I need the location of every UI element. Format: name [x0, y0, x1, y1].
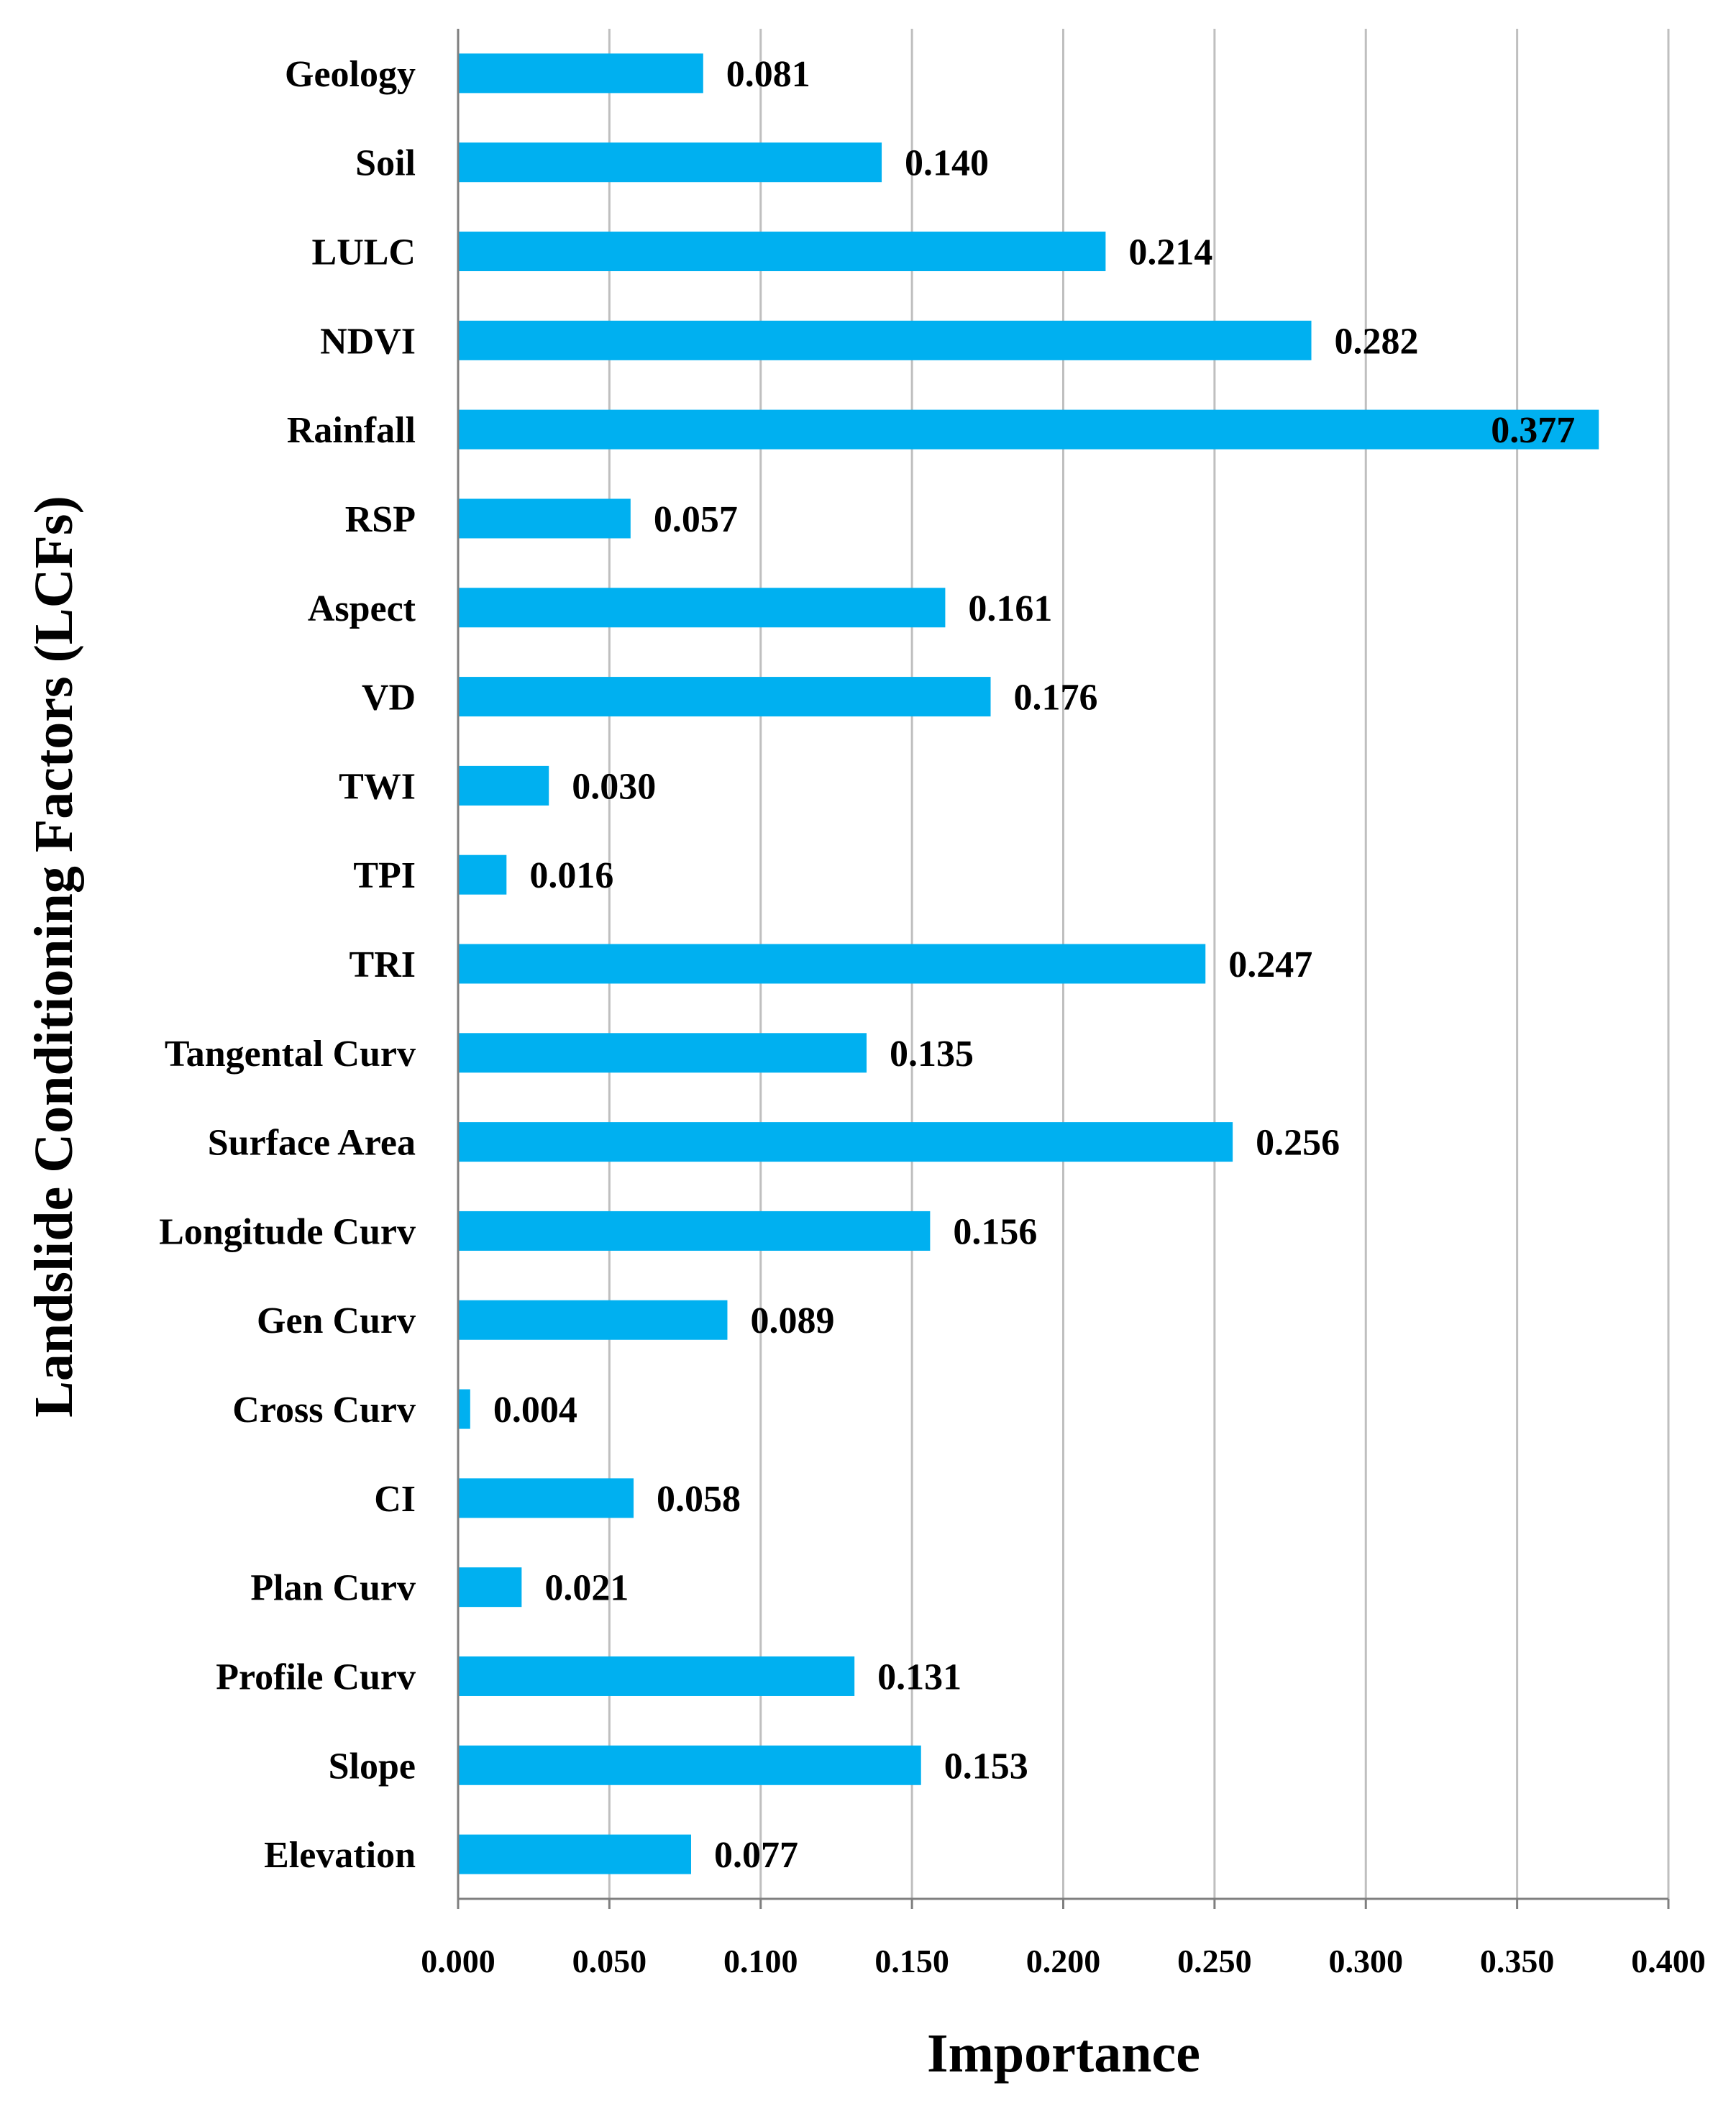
category-label: Longitude Curv — [159, 1211, 416, 1252]
data-label: 0.077 — [714, 1835, 798, 1876]
x-tick-label: 0.150 — [874, 1943, 949, 1979]
axes — [457, 29, 1668, 1900]
category-label: Plan Curv — [250, 1568, 416, 1609]
category-label: Tangental Curv — [165, 1034, 416, 1075]
x-tick-label: 0.050 — [572, 1943, 647, 1979]
bar — [458, 677, 991, 717]
data-label: 0.377 — [1491, 410, 1575, 451]
category-label: LULC — [312, 232, 416, 273]
data-label: 0.214 — [1128, 232, 1212, 273]
category-label: Rainfall — [287, 410, 416, 451]
category-label: Surface Area — [208, 1123, 416, 1164]
bar — [458, 944, 1206, 984]
bar — [458, 1300, 728, 1340]
category-label: Soil — [355, 143, 416, 184]
x-tick-labels: 0.000 0.050 0.100 0.150 0.200 0.250 0.300 0.350… — [421, 1943, 1706, 1979]
category-label: RSP — [345, 499, 416, 540]
bar — [458, 320, 1312, 360]
category-label: Cross Curv — [232, 1390, 416, 1431]
category-label: Slope — [329, 1746, 416, 1787]
data-label: 0.247 — [1228, 944, 1312, 985]
bar — [458, 1211, 931, 1251]
data-label: 0.176 — [1014, 678, 1098, 719]
bar — [458, 1834, 691, 1874]
data-label: 0.131 — [877, 1656, 961, 1697]
data-label: 0.021 — [544, 1568, 629, 1609]
data-label: 0.081 — [726, 54, 810, 95]
x-tick-label: 0.100 — [723, 1943, 798, 1979]
x-tick-label: 0.200 — [1026, 1943, 1101, 1979]
data-label: 0.089 — [750, 1300, 834, 1341]
value-labels: 0.081 0.140 0.214 0.282 0.377 0.057 0.161 0.176… — [493, 54, 1575, 1876]
category-labels: Geology Soil LULC NDVI Rainfall RSP Aspect VD TW… — [159, 54, 416, 1876]
data-label: 0.153 — [944, 1746, 1028, 1787]
data-label: 0.256 — [1256, 1123, 1340, 1164]
category-label: CI — [374, 1479, 416, 1520]
bar — [458, 1033, 867, 1073]
data-label: 0.156 — [953, 1211, 1037, 1252]
y-axis-title: Landslide Conditioning Factors (LCFs) — [24, 496, 84, 1418]
data-label: 0.058 — [657, 1479, 741, 1520]
data-label: 0.282 — [1335, 321, 1419, 362]
category-label: NDVI — [320, 321, 416, 362]
bar — [458, 409, 1599, 450]
data-label: 0.016 — [529, 855, 613, 896]
data-label: 0.135 — [890, 1034, 974, 1075]
data-label: 0.057 — [654, 499, 738, 540]
bar — [458, 1478, 634, 1518]
bar — [458, 1122, 1233, 1162]
data-label: 0.030 — [572, 766, 656, 807]
category-label: VD — [362, 678, 416, 719]
x-tick-label: 0.400 — [1631, 1943, 1706, 1979]
data-label: 0.140 — [905, 143, 989, 184]
category-label: TWI — [339, 766, 416, 807]
bar — [458, 854, 507, 895]
data-label: 0.161 — [968, 588, 1052, 629]
bar — [458, 142, 882, 183]
bar — [458, 498, 631, 539]
x-tick-label: 0.300 — [1329, 1943, 1404, 1979]
bar — [458, 1389, 470, 1429]
bar — [458, 53, 703, 94]
bar — [458, 588, 946, 628]
category-label: TRI — [350, 944, 416, 985]
bar — [458, 1656, 855, 1696]
bar — [458, 232, 1106, 272]
data-label: 0.004 — [493, 1390, 577, 1431]
bars — [458, 53, 1599, 1874]
x-axis-title: Importance — [927, 2023, 1200, 2084]
category-label: Geology — [285, 54, 416, 95]
category-label: Profile Curv — [216, 1656, 416, 1697]
bar — [458, 765, 549, 806]
category-label: TPI — [353, 855, 416, 896]
category-label: Gen Curv — [257, 1300, 416, 1341]
category-label: Elevation — [264, 1835, 416, 1876]
x-tick-label: 0.250 — [1177, 1943, 1252, 1979]
x-tick-label: 0.350 — [1480, 1943, 1555, 1979]
category-label: Aspect — [308, 588, 416, 629]
bar — [458, 1567, 522, 1608]
x-tick-label: 0.000 — [421, 1943, 495, 1979]
bar — [458, 1745, 921, 1785]
